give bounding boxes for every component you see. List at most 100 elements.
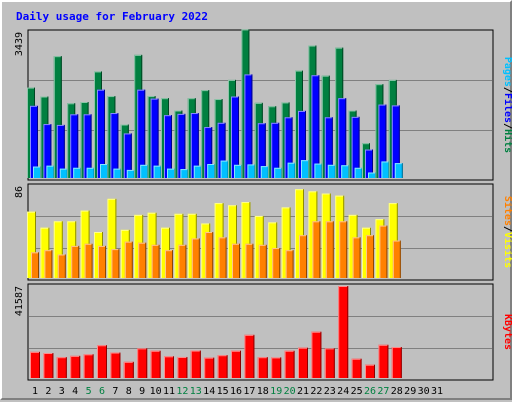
y-max-label-2: 86 <box>14 186 25 198</box>
kbytes-bar-17-fill <box>244 334 255 378</box>
pages-bar-15 <box>220 160 229 178</box>
kbytes-bar-10 <box>150 350 161 378</box>
kbytes-bar-16-fill <box>231 350 241 378</box>
sites-bar-4-fill <box>71 245 80 278</box>
day-label-2: 2 <box>45 386 51 397</box>
files-bar-20-fill <box>284 117 293 178</box>
pages-bar-2-fill <box>46 165 55 178</box>
day-label-8: 8 <box>126 386 132 397</box>
visits-bar-1-fill <box>27 211 36 278</box>
day-label-6: 6 <box>99 386 105 397</box>
sites-bar-24-fill <box>339 221 348 278</box>
sites-bar-13 <box>191 238 200 278</box>
pages-bar-1-fill <box>33 166 41 178</box>
day-label-4: 4 <box>72 386 78 397</box>
pages-bar-9 <box>140 164 149 178</box>
kbytes-bar-14-fill <box>204 357 215 378</box>
files-bar-12-fill <box>177 113 186 178</box>
day-label-11: 11 <box>163 386 175 397</box>
sites-bar-25-fill <box>352 237 361 278</box>
kbytes-bar-12-fill <box>177 356 188 378</box>
files-bar-12 <box>177 113 186 178</box>
kbytes-bar-28-fill <box>391 347 402 378</box>
legend-visits-sites-separator-1: / <box>502 226 512 232</box>
day-label-23: 23 <box>324 386 336 397</box>
pages-bar-1 <box>33 166 41 178</box>
visits-bar-3-fill <box>53 221 63 278</box>
pages-bar-17-fill <box>247 164 256 178</box>
kbytes-bar-14 <box>204 357 215 378</box>
files-bar-27-fill <box>378 104 387 178</box>
sites-bar-20 <box>285 250 294 278</box>
sites-bar-17-fill <box>245 243 254 278</box>
sites-bar-19-fill <box>272 248 281 278</box>
pages-bar-9-fill <box>140 164 149 178</box>
kbytes-bar-21 <box>298 347 308 378</box>
legend-hits: Hits <box>502 129 512 153</box>
files-bar-8-fill <box>123 133 132 178</box>
day-label-10: 10 <box>150 386 162 397</box>
sites-bar-10 <box>151 244 160 278</box>
day-label-26: 26 <box>364 386 376 397</box>
pages-bar-8-fill <box>126 169 135 178</box>
pages-bar-3-fill <box>59 168 68 178</box>
day-label-12: 12 <box>176 386 188 397</box>
pages-bar-20 <box>287 162 296 178</box>
legend-visits: Visits <box>502 232 512 268</box>
kbytes-bar-20-fill <box>284 350 295 378</box>
day-label-30: 30 <box>418 386 430 397</box>
sites-bar-27 <box>379 225 388 278</box>
pages-bar-27 <box>381 161 390 178</box>
day-label-28: 28 <box>391 386 403 397</box>
pages-bar-16 <box>234 164 242 178</box>
files-bar-11-fill <box>164 115 172 178</box>
pages-bar-14 <box>207 163 216 178</box>
kbytes-bar-7 <box>110 352 121 378</box>
files-bar-7 <box>110 113 119 178</box>
legend-pages: Pages <box>502 57 512 87</box>
pages-bar-15-fill <box>220 160 229 178</box>
files-bar-11 <box>164 115 172 178</box>
day-label-9: 9 <box>139 386 145 397</box>
day-label-21: 21 <box>297 386 309 397</box>
hits-bar-3-fill <box>53 56 62 178</box>
legend-hits-files-pages-separator-2: / <box>502 123 512 129</box>
files-bar-26-fill <box>365 149 373 178</box>
kbytes-bar-15-fill <box>217 355 228 378</box>
sites-bar-1 <box>31 252 39 278</box>
kbytes-bar-8-fill <box>123 361 134 378</box>
kbytes-bar-12 <box>177 356 188 378</box>
kbytes-bar-3 <box>56 357 67 378</box>
sites-bar-4 <box>71 245 80 278</box>
pages-bar-12 <box>180 169 189 178</box>
sites-bar-22-fill <box>312 221 321 278</box>
files-bar-1-fill <box>30 105 38 178</box>
sites-bar-21-fill <box>299 235 307 278</box>
pages-bar-25-fill <box>354 167 363 178</box>
files-bar-9 <box>137 89 146 178</box>
kbytes-bar-26 <box>365 364 375 378</box>
files-bar-17-fill <box>244 74 253 178</box>
pages-bar-26-fill <box>368 172 376 178</box>
files-bar-1 <box>30 105 38 178</box>
kbytes-bar-27-fill <box>378 344 389 378</box>
legend-sites: Sites <box>502 196 512 226</box>
sites-bar-15-fill <box>218 237 227 278</box>
sites-bar-23 <box>325 221 334 278</box>
kbytes-bar-2 <box>43 353 54 378</box>
pages-bar-4-fill <box>73 167 82 178</box>
pages-bar-24-fill <box>341 165 350 178</box>
kbytes-bar-23-fill <box>324 348 335 378</box>
pages-bar-23-fill <box>327 164 336 178</box>
sites-bar-21 <box>299 235 307 278</box>
day-label-16: 16 <box>230 386 242 397</box>
files-bar-24-fill <box>338 98 347 178</box>
sites-bar-28-fill <box>392 240 401 278</box>
day-label-3: 3 <box>59 386 65 397</box>
sites-bar-8 <box>124 241 133 278</box>
kbytes-bar-1-fill <box>30 351 40 378</box>
sites-bar-14-fill <box>205 232 214 278</box>
pages-bar-14-fill <box>207 163 216 178</box>
kbytes-bar-16 <box>231 350 241 378</box>
